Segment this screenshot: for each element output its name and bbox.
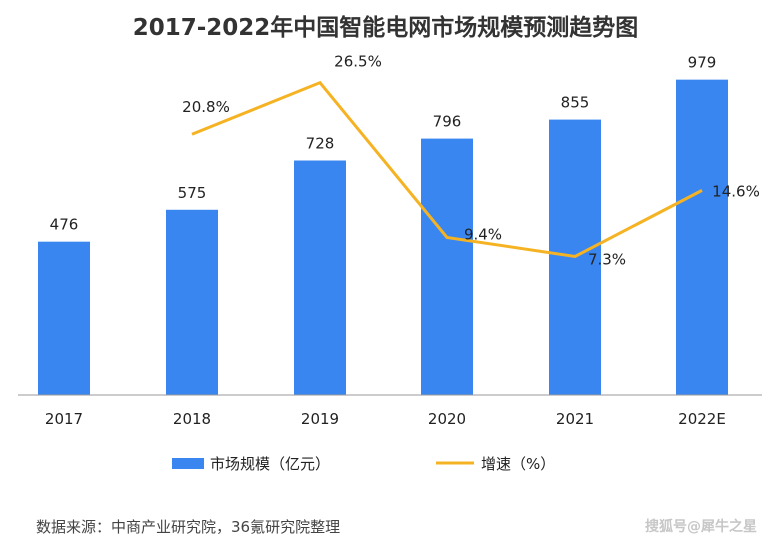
x-ticks-layer: 2017 2018 2019 2020 2021 2022E — [45, 410, 726, 428]
labels-layer: 476 575 728 796 855 979 20.8% 26.5% 9.4% 7.3% 14.6… — [50, 53, 760, 269]
x-tick-label-2018: 2018 — [173, 410, 211, 428]
x-tick-label-2019: 2019 — [301, 410, 339, 428]
x-tick-label-2021: 2021 — [556, 410, 594, 428]
growth-label-2021: 7.3% — [588, 250, 626, 268]
bar-2017 — [38, 241, 90, 395]
legend-swatch-bar — [172, 458, 204, 469]
growth-line — [191, 80, 703, 259]
bar-value-label-2017: 476 — [50, 216, 79, 234]
chart-title: 2017-2022年中国智能电网市场规模预测趋势图 — [132, 15, 639, 41]
source-note: 数据来源：中商产业研究院，36氪研究院整理 — [36, 518, 341, 536]
x-tick-label-2017: 2017 — [45, 410, 83, 428]
growth-label-2022E: 14.6% — [712, 182, 760, 200]
bar-2022E — [676, 79, 728, 395]
bar-value-label-2020: 796 — [433, 113, 462, 131]
x-tick-label-2020: 2020 — [428, 410, 466, 428]
bar-2018 — [166, 209, 218, 395]
x-tick-label-2022E: 2022E — [678, 410, 726, 428]
growth-label-2020: 9.4% — [464, 225, 502, 243]
watermark: 搜狐号@犀牛之星 — [645, 519, 757, 535]
growth-line-layer — [191, 80, 703, 259]
growth-label-2018: 20.8% — [182, 98, 230, 116]
legend-label-line: 增速（%） — [481, 455, 555, 473]
legend: 市场规模（亿元） 增速（%） — [172, 455, 555, 473]
bar-value-label-2021: 855 — [561, 94, 590, 112]
bar-2020 — [421, 138, 473, 395]
growth-label-2019: 26.5% — [334, 53, 382, 71]
bar-value-label-2018: 575 — [178, 184, 207, 202]
legend-label-bar: 市场规模（亿元） — [210, 455, 330, 473]
bars-layer — [38, 79, 728, 396]
bar-value-label-2022E: 979 — [688, 54, 717, 72]
bar-value-label-2019: 728 — [306, 135, 335, 153]
bar-2019 — [294, 160, 346, 395]
